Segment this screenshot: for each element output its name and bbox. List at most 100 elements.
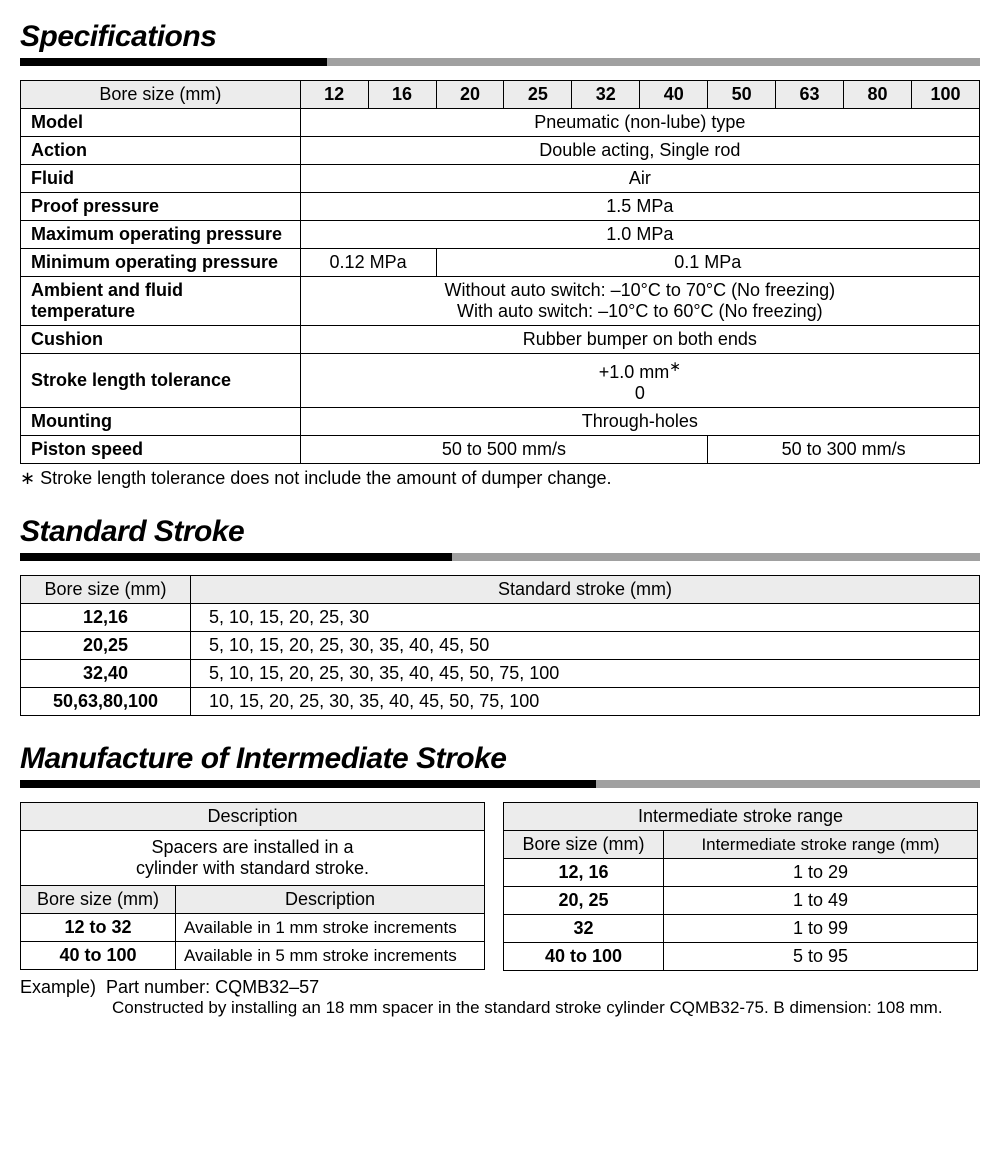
- specifications-underline: [20, 58, 980, 66]
- example-text: Constructed by installing an 18 mm space…: [20, 998, 980, 1018]
- cushion-value: Rubber bumper on both ends: [300, 326, 979, 354]
- piston-label: Piston speed: [21, 436, 301, 464]
- maxop-row: Maximum operating pressure 1.0 MPa: [21, 221, 980, 249]
- mount-label: Mounting: [21, 408, 301, 436]
- example-block: Example) Part number: CQMB32–57 Construc…: [20, 977, 980, 1018]
- model-label: Model: [21, 109, 301, 137]
- stroketol-bot: 0: [635, 383, 645, 403]
- range-table: Intermediate stroke range Bore size (mm)…: [503, 802, 978, 971]
- ss-col1: Bore size (mm): [21, 576, 191, 604]
- standard-stroke-table: Bore size (mm) Standard stroke (mm) 12,1…: [20, 575, 980, 716]
- bore-100: 100: [911, 81, 979, 109]
- stroketol-value: +1.0 mm∗ 0: [300, 354, 979, 408]
- model-value: Pneumatic (non-lube) type: [300, 109, 979, 137]
- range-val-1: 1 to 49: [664, 887, 978, 915]
- ss-header-row: Bore size (mm) Standard stroke (mm): [21, 576, 980, 604]
- range-val-2: 1 to 99: [664, 915, 978, 943]
- range-val-0: 1 to 29: [664, 859, 978, 887]
- desc-row-0: 12 to 32 Available in 1 mm stroke increm…: [21, 914, 485, 942]
- stroketol-star: ∗: [669, 358, 681, 374]
- piston-row: Piston speed 50 to 500 mm/s 50 to 300 mm…: [21, 436, 980, 464]
- desc-row-1: 40 to 100 Available in 5 mm stroke incre…: [21, 942, 485, 970]
- ss-row-2: 32,40 5, 10, 15, 20, 25, 30, 35, 40, 45,…: [21, 660, 980, 688]
- bore-size-header-row: Bore size (mm) 12 16 20 25 32 40 50 63 8…: [21, 81, 980, 109]
- example-label: Example): [20, 977, 96, 997]
- temp-value: Without auto switch: –10°C to 70°C (No f…: [300, 277, 979, 326]
- range-row-1: 20, 25 1 to 49: [504, 887, 978, 915]
- range-col1: Bore size (mm): [504, 831, 664, 859]
- fluid-row: Fluid Air: [21, 165, 980, 193]
- ss-stroke-1: 5, 10, 15, 20, 25, 30, 35, 40, 45, 50: [191, 632, 980, 660]
- temp-line2: With auto switch: –10°C to 60°C (No free…: [457, 301, 823, 321]
- example-part: Part number: CQMB32–57: [106, 977, 319, 997]
- ss-stroke-0: 5, 10, 15, 20, 25, 30: [191, 604, 980, 632]
- description-table: Description Spacers are installed in a c…: [20, 802, 485, 970]
- range-bore-2: 32: [504, 915, 664, 943]
- minop-row: Minimum operating pressure 0.12 MPa 0.1 …: [21, 249, 980, 277]
- temp-row: Ambient and fluid temperature Without au…: [21, 277, 980, 326]
- stroketol-label: Stroke length tolerance: [21, 354, 301, 408]
- bore-80: 80: [844, 81, 912, 109]
- desc-note: Spacers are installed in a cylinder with…: [21, 831, 485, 886]
- cushion-label: Cushion: [21, 326, 301, 354]
- ss-bore-3: 50,63,80,100: [21, 688, 191, 716]
- standard-stroke-heading: Standard Stroke: [20, 515, 980, 549]
- ss-stroke-2: 5, 10, 15, 20, 25, 30, 35, 40, 45, 50, 7…: [191, 660, 980, 688]
- specifications-footnote: ∗ Stroke length tolerance does not inclu…: [20, 468, 980, 489]
- bore-63: 63: [776, 81, 844, 109]
- piston-v2: 50 to 300 mm/s: [708, 436, 980, 464]
- mount-value: Through-holes: [300, 408, 979, 436]
- mount-row: Mounting Through-holes: [21, 408, 980, 436]
- temp-label: Ambient and fluid temperature: [21, 277, 301, 326]
- proof-row: Proof pressure 1.5 MPa: [21, 193, 980, 221]
- ss-bore-2: 32,40: [21, 660, 191, 688]
- piston-v1: 50 to 500 mm/s: [300, 436, 708, 464]
- minop-v2: 0.1 MPa: [436, 249, 980, 277]
- specifications-table: Bore size (mm) 12 16 20 25 32 40 50 63 8…: [20, 80, 980, 464]
- bore-size-label: Bore size (mm): [21, 81, 301, 109]
- bore-16: 16: [368, 81, 436, 109]
- bore-50: 50: [708, 81, 776, 109]
- action-value: Double acting, Single rod: [300, 137, 979, 165]
- desc-col2: Description: [176, 886, 485, 914]
- bore-20: 20: [436, 81, 504, 109]
- range-row-2: 32 1 to 99: [504, 915, 978, 943]
- bore-25: 25: [504, 81, 572, 109]
- ss-stroke-3: 10, 15, 20, 25, 30, 35, 40, 45, 50, 75, …: [191, 688, 980, 716]
- desc-col1: Bore size (mm): [21, 886, 176, 914]
- intermediate-stroke-underline: [20, 780, 980, 788]
- ss-bore-1: 20,25: [21, 632, 191, 660]
- range-val-3: 5 to 95: [664, 943, 978, 971]
- action-label: Action: [21, 137, 301, 165]
- range-row-0: 12, 16 1 to 29: [504, 859, 978, 887]
- model-row: Model Pneumatic (non-lube) type: [21, 109, 980, 137]
- range-bore-1: 20, 25: [504, 887, 664, 915]
- temp-line1: Without auto switch: –10°C to 70°C (No f…: [445, 280, 836, 300]
- ss-col2: Standard stroke (mm): [191, 576, 980, 604]
- desc-desc-1: Available in 5 mm stroke increments: [176, 942, 485, 970]
- bore-40: 40: [640, 81, 708, 109]
- cushion-row: Cushion Rubber bumper on both ends: [21, 326, 980, 354]
- range-header: Intermediate stroke range: [504, 803, 978, 831]
- temp-label-line2: temperature: [31, 301, 135, 321]
- stroketol-top: +1.0 mm: [599, 362, 670, 382]
- desc-bore-1: 40 to 100: [21, 942, 176, 970]
- specifications-heading: Specifications: [20, 20, 980, 54]
- maxop-label: Maximum operating pressure: [21, 221, 301, 249]
- stroketol-row: Stroke length tolerance +1.0 mm∗ 0: [21, 354, 980, 408]
- proof-value: 1.5 MPa: [300, 193, 979, 221]
- bore-32: 32: [572, 81, 640, 109]
- ss-row-1: 20,25 5, 10, 15, 20, 25, 30, 35, 40, 45,…: [21, 632, 980, 660]
- ss-bore-0: 12,16: [21, 604, 191, 632]
- temp-label-line1: Ambient and fluid: [31, 280, 183, 300]
- desc-bore-0: 12 to 32: [21, 914, 176, 942]
- desc-desc-0: Available in 1 mm stroke increments: [176, 914, 485, 942]
- ss-row-3: 50,63,80,100 10, 15, 20, 25, 30, 35, 40,…: [21, 688, 980, 716]
- range-col2: Intermediate stroke range (mm): [664, 831, 978, 859]
- action-row: Action Double acting, Single rod: [21, 137, 980, 165]
- minop-label: Minimum operating pressure: [21, 249, 301, 277]
- range-bore-0: 12, 16: [504, 859, 664, 887]
- desc-header: Description: [21, 803, 485, 831]
- range-bore-3: 40 to 100: [504, 943, 664, 971]
- fluid-value: Air: [300, 165, 979, 193]
